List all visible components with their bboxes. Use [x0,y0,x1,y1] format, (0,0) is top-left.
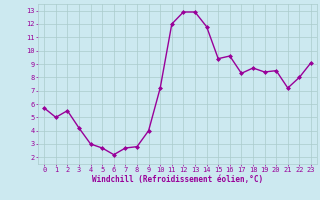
X-axis label: Windchill (Refroidissement éolien,°C): Windchill (Refroidissement éolien,°C) [92,175,263,184]
